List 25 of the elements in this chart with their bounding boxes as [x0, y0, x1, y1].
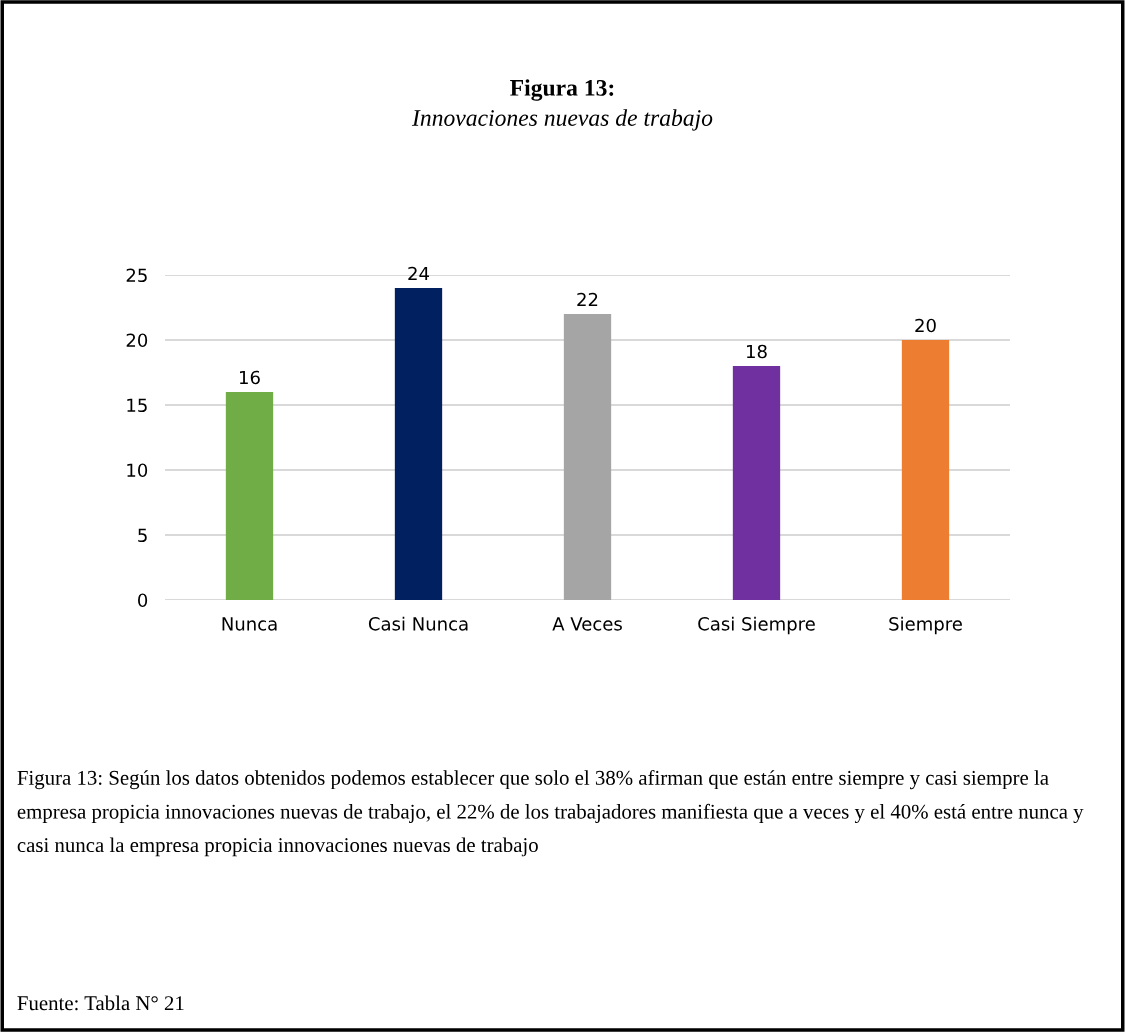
- data-label: 20: [915, 318, 936, 333]
- x-tick-label: Casi Nunca: [368, 616, 468, 631]
- y-tick-label: 20: [126, 333, 148, 348]
- x-tick-label: Siempre: [889, 616, 962, 635]
- y-tick-label: 25: [126, 268, 147, 283]
- chart-subtitle: Innovaciones nuevas de trabajo: [411, 109, 713, 131]
- bar: [732, 366, 781, 600]
- bar: [901, 340, 950, 600]
- x-tick-label: A Veces: [552, 617, 622, 631]
- bar: [394, 288, 443, 600]
- text: Figura 13: Según los datos obtenidos podemos establecer que solo el 38% afirman que están entre siempre y casi siempre la empresa propicia innovaciones nuevas de trabajo, el 22% de los trabajadores manifiesta que a veces y el 40% está entre nunca y casi nunca la empresa propicia innovaciones nuevas de trabajo: [17, 770, 1084, 857]
- data-label: 18: [747, 344, 767, 359]
- y-tick-label: 5: [138, 528, 147, 543]
- y-tick-label: 15: [127, 398, 147, 413]
- bar: [563, 314, 612, 600]
- x-tick-label: Nunca: [222, 617, 277, 631]
- y-tick-label: 0: [138, 593, 148, 608]
- chart-title: Figura 13:: [510, 79, 614, 101]
- bar: [225, 392, 274, 600]
- source-note: Fuente: Tabla N° 21: [17, 995, 184, 1011]
- data-label: 24: [408, 266, 429, 281]
- data-label: 22: [577, 292, 598, 307]
- x-tick-label: Casi Siempre: [698, 616, 815, 635]
- y-tick-label: 10: [127, 463, 148, 478]
- data-label: 16: [240, 370, 260, 385]
